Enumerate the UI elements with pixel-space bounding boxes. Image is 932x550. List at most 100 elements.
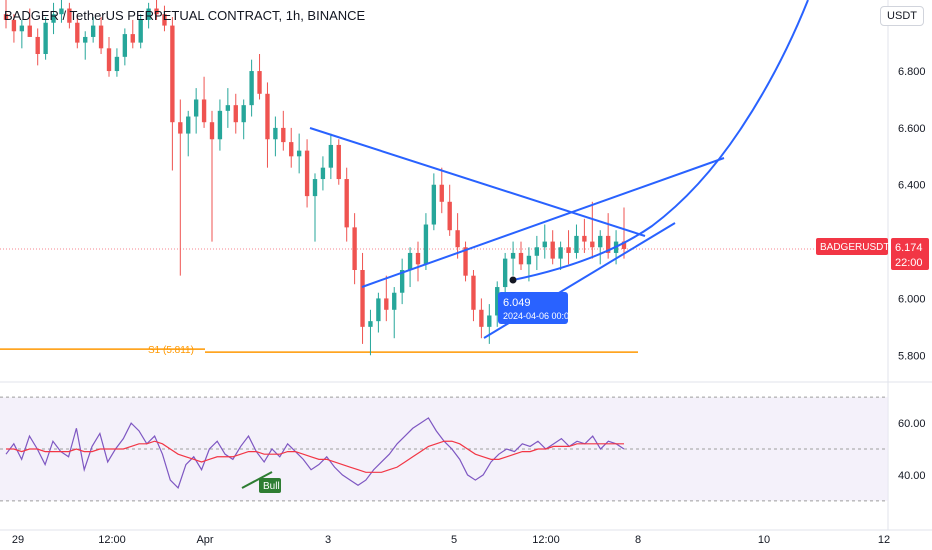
candle-body [399,270,405,293]
time-tick-label: 10 [758,534,770,546]
candle-body [558,247,563,259]
rsi-tick-label: 40.00 [898,470,926,482]
candle-body [344,179,349,228]
candle-body [336,144,341,180]
candle-body [304,150,310,197]
candle-body [59,8,64,15]
candle-body [273,127,278,140]
candle-body [233,105,238,123]
candle-body [550,241,555,259]
chart-title: BADGER / TetherUS PERPETUAL CONTRACT, 1h… [4,8,366,23]
candle-body [43,22,48,54]
rsi-line [5,417,625,489]
candle-body [3,14,9,20]
rsi-ma-line [6,440,624,473]
candle-body [590,241,595,248]
time-tick-label: 3 [325,534,331,546]
candle-body [495,287,500,316]
candle-body [35,36,40,54]
currency-button[interactable]: USDT [880,6,924,26]
candle-body [376,298,381,322]
time-tick-label: Apr [196,534,213,546]
candle-body [352,227,357,270]
candle-body [502,258,508,288]
candle-body [217,110,223,140]
candle-body [534,247,540,256]
candle-body [431,184,437,225]
candle-body [328,144,334,168]
candle-body [368,321,373,327]
candle-body [257,71,262,94]
candle-body [11,19,17,32]
candle-body [320,167,326,180]
candle-body [598,235,603,248]
candle-body [423,224,429,265]
marker-point [509,276,517,284]
time-tick-label: 12:00 [532,534,560,546]
marker-tooltip [498,292,568,324]
candle-body [479,309,484,327]
bull-label-bg [259,478,281,493]
candle-body [487,315,492,327]
candle-body [415,252,421,265]
candle-body [138,19,143,43]
bull-divergence-line [241,471,273,489]
candle-body [312,179,318,197]
price-tick-label: 6.600 [898,123,926,135]
symbol-label: BADGERUSDT.P [820,242,898,253]
marker-date: 2024-04-06 00:00 [503,311,574,321]
candle-body [574,235,579,253]
support-label: S1 (5.811) [148,345,194,356]
candle-body [360,270,365,327]
candle-body [463,247,468,276]
candle-body [407,252,413,270]
candle-body [542,241,547,248]
price-tick-label: 6.800 [898,66,926,78]
time-tick-label: 29 [12,534,24,546]
candle-body [296,150,302,157]
candle-body [384,298,389,310]
candle-body [447,201,452,231]
candle-body [289,142,294,157]
candle-body [201,99,207,123]
current-price-badge [891,238,929,270]
candle-body [90,25,96,37]
candle-body [67,8,72,23]
candle-body [106,48,112,72]
candle-body [209,122,215,140]
candle-body [518,252,524,265]
rsi-tick-label: 60.00 [898,418,926,430]
candle-body [98,25,104,49]
candle-body [526,255,532,265]
candle-body [51,14,56,23]
candle-body [19,25,25,32]
price-tick-label: 6.000 [898,293,926,305]
time-tick-label: 5 [451,534,457,546]
candle-body [265,93,270,140]
candle-body [75,22,80,43]
candle-body [392,292,397,310]
candle-body [122,34,128,57]
candle-body [170,25,175,123]
candle-body [621,241,627,249]
candle-body [27,25,32,37]
price-tick-label: 6.400 [898,180,926,192]
time-tick-label: 8 [635,534,641,546]
parabolic-curve [512,0,809,281]
candle-body [249,71,254,106]
time-tick-label: 12 [878,534,890,546]
price-tick-label: 5.800 [898,350,926,362]
candle-body [83,36,88,43]
candle-body [193,99,199,117]
descending-trendline [309,127,646,237]
candle-body [162,14,167,26]
candle-body [130,34,135,43]
candle-body [241,105,246,123]
marker-value: 6.049 [503,297,531,309]
candle-body [114,56,120,72]
symbol-label-bg [816,238,888,255]
candle-body [154,8,159,15]
current-price-value: 6.174 [895,242,923,254]
candle-body [281,127,286,143]
